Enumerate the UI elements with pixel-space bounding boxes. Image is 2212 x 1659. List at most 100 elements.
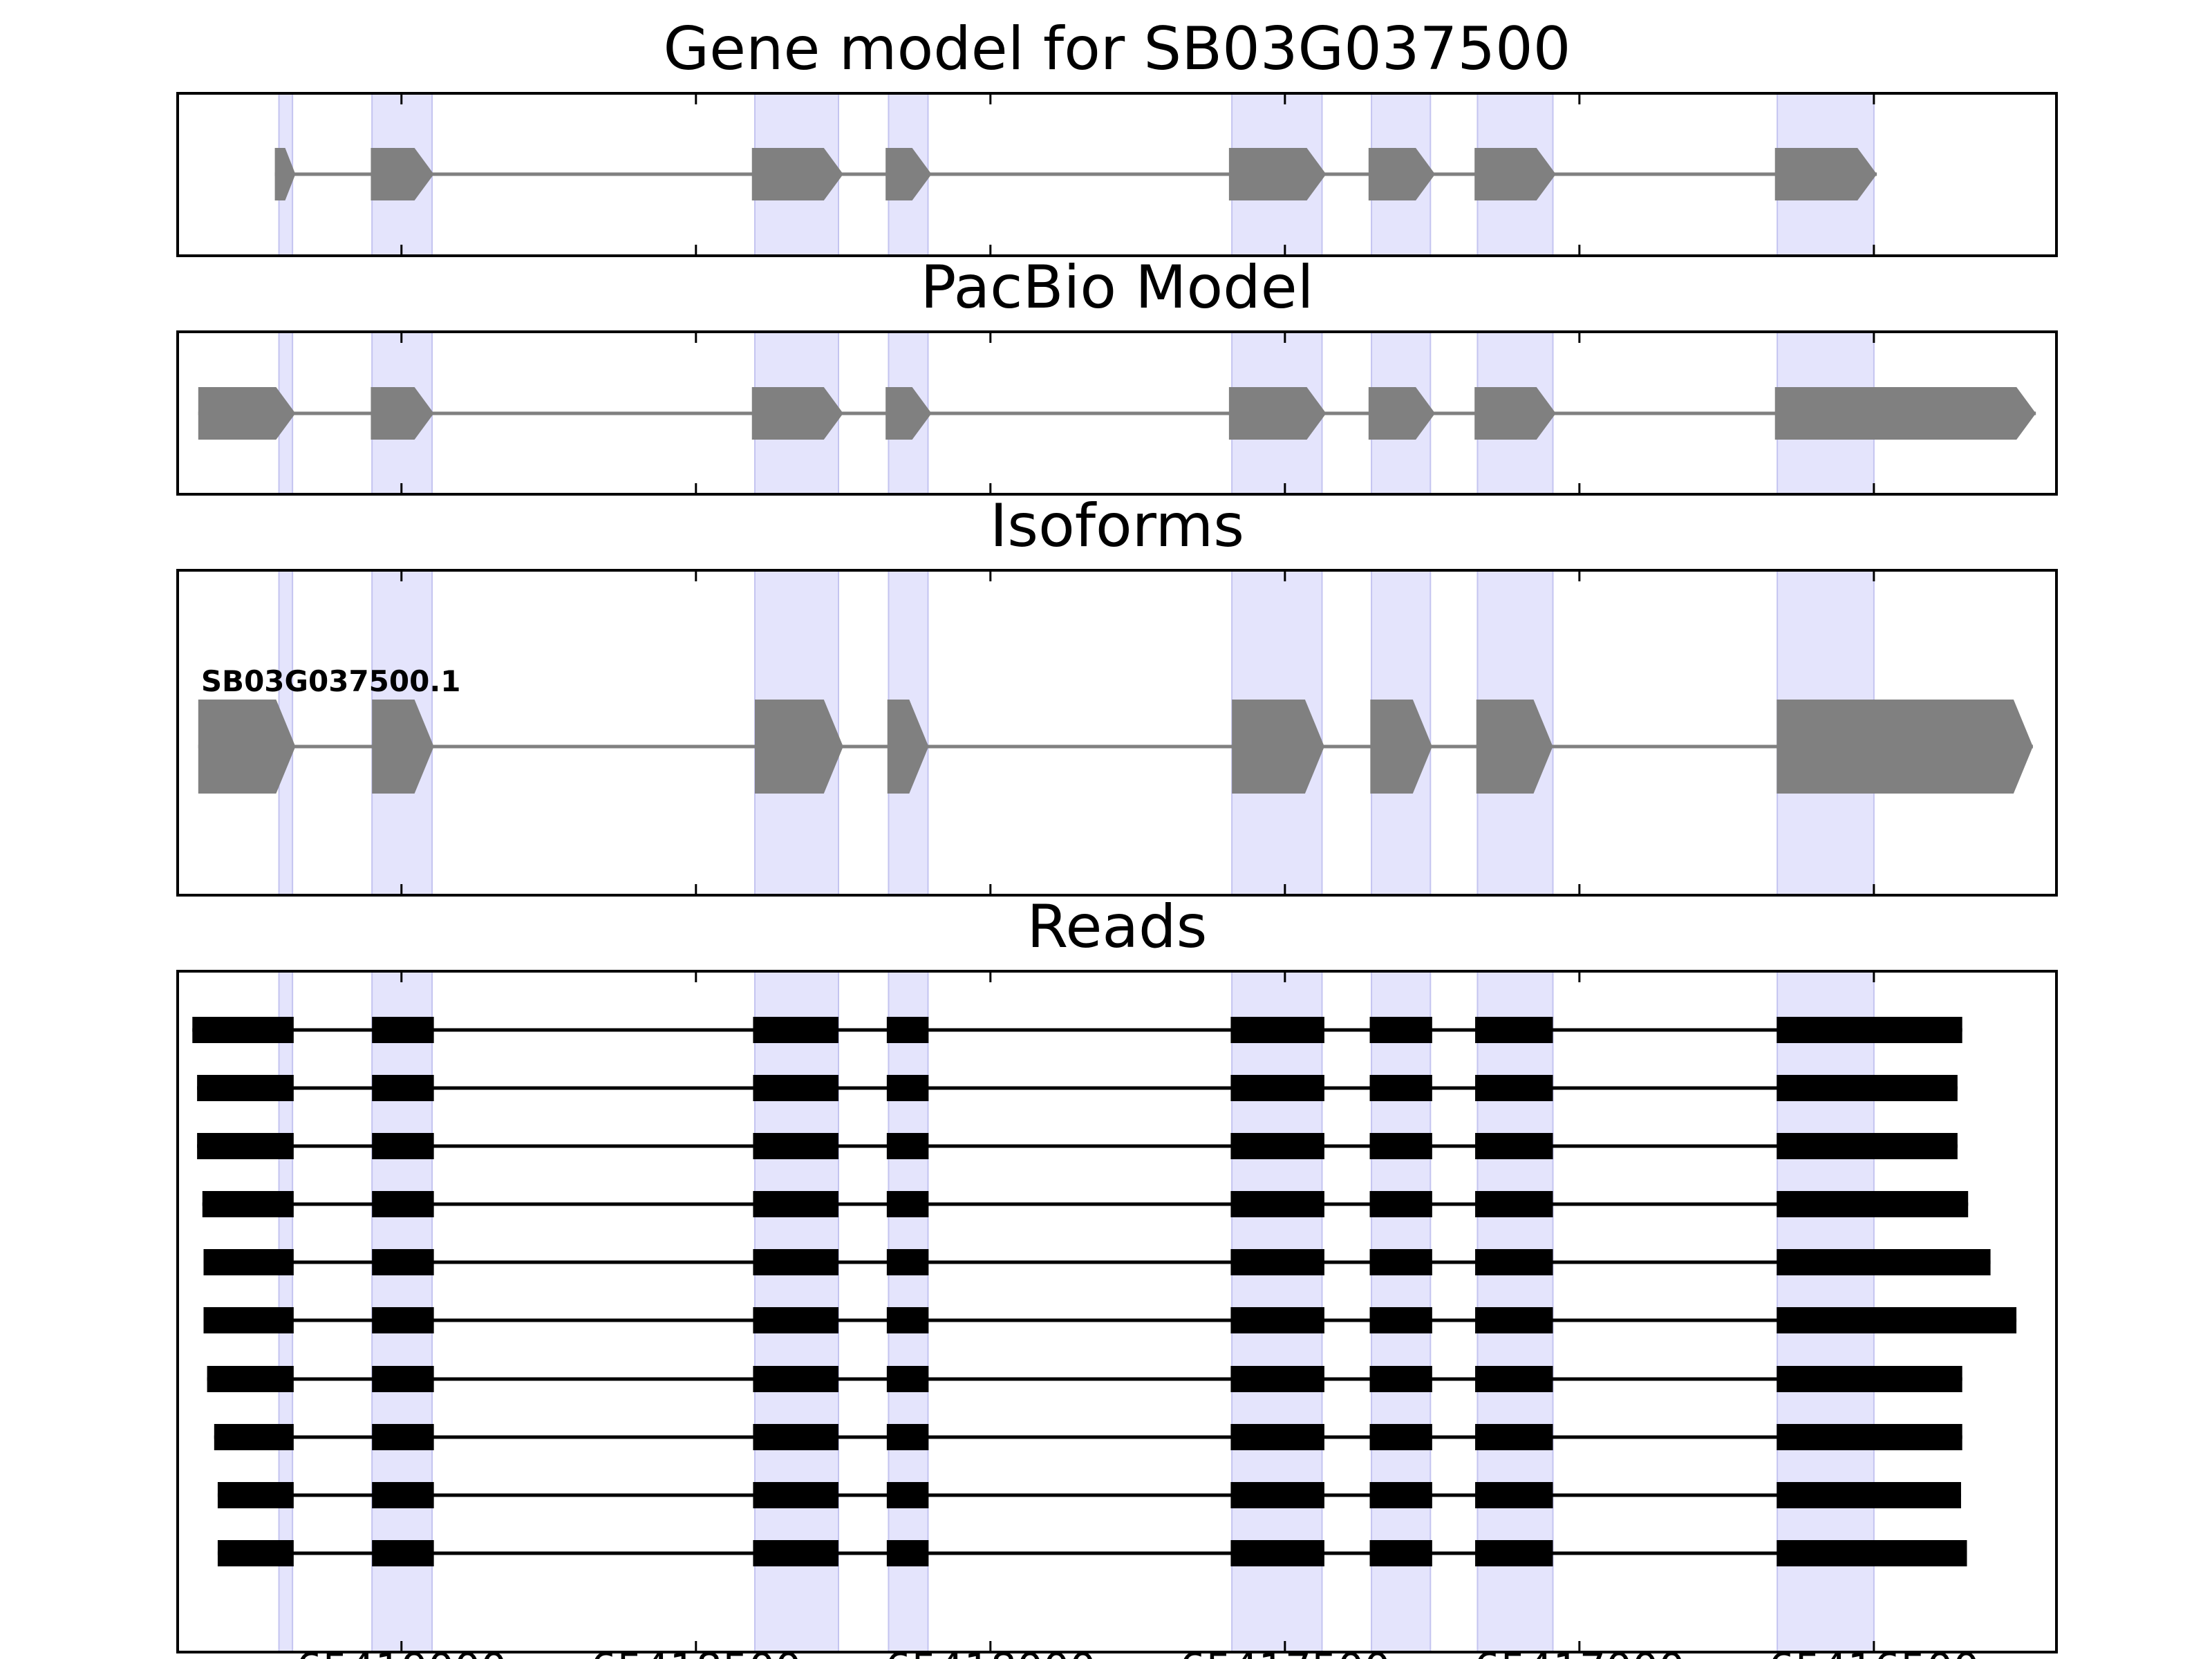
read-block [886,1249,929,1275]
exon [1774,387,2036,440]
exon [198,700,296,794]
read-block [1777,1424,1962,1450]
read-block [1475,1191,1553,1217]
exon [1777,700,2033,794]
read-block [1475,1017,1553,1043]
read-block [1230,1191,1324,1217]
read-block [1369,1307,1432,1333]
read-block [1230,1017,1324,1043]
exon [372,700,434,794]
read-block [753,1191,838,1217]
read-block [1777,1249,1991,1275]
exon [887,700,929,794]
exon [1232,700,1324,794]
read-block [1777,1017,1962,1043]
read-block [214,1424,294,1450]
read-block [753,1366,838,1392]
read-block [372,1424,434,1450]
read-block [1369,1249,1432,1275]
axes-frame [176,330,2058,496]
exon [1368,148,1436,200]
read-block [1230,1075,1324,1101]
read-block [1230,1133,1324,1159]
read-block [1369,1482,1432,1508]
panel-title: Isoforms [990,491,1244,561]
x-tick-label: 65417500 [1179,1644,1390,1659]
read-block [1475,1307,1553,1333]
read-block [203,1307,294,1333]
exon [371,148,434,200]
read-block [753,1482,838,1508]
read-block [1475,1249,1553,1275]
read-block [886,1540,929,1566]
read-block [372,1075,434,1101]
read-block [197,1075,294,1101]
read-block [1777,1133,1958,1159]
read-block [372,1191,434,1217]
read-block [203,1249,294,1275]
isoform-label: SB03G037500.1 [201,664,461,698]
read-block [1230,1366,1324,1392]
exon [371,387,434,440]
exon [198,387,296,440]
read-block [192,1017,294,1043]
panel-title: PacBio Model [920,253,1313,322]
read-block [886,1075,929,1101]
exon [274,148,296,200]
read-block [372,1307,434,1333]
read-block [1230,1249,1324,1275]
read-block [886,1133,929,1159]
read-block [217,1540,294,1566]
read-block [372,1366,434,1392]
read-block [753,1307,838,1333]
read-block [372,1540,434,1566]
read-block [1369,1191,1432,1217]
axes-frame [176,970,2058,1653]
exon [885,387,932,440]
panels-group: Gene model for SB03G037500 PacBio Model Is… [176,15,2058,1659]
read-block [1369,1133,1432,1159]
exon [1370,700,1432,794]
exon [754,700,843,794]
read-block [753,1017,838,1043]
read-block [197,1133,294,1159]
read-block [1369,1366,1432,1392]
read-block [1777,1540,1967,1566]
exon [1474,148,1556,200]
read-block [1369,1424,1432,1450]
read-block [1475,1366,1553,1392]
read-block [886,1307,929,1333]
read-block [372,1249,434,1275]
read-block [753,1075,838,1101]
exon [1774,148,1877,200]
x-tick-label: 65416500 [1768,1644,1979,1659]
exon [885,148,932,200]
read-block [372,1482,434,1508]
read-block [372,1133,434,1159]
read-block [1475,1482,1553,1508]
read-block [1475,1424,1553,1450]
exon [1228,387,1327,440]
read-block [1475,1133,1553,1159]
read-block [1777,1191,1969,1217]
read-block [886,1366,929,1392]
read-block [1230,1482,1324,1508]
panel-title: Gene model for SB03G037500 [664,15,1571,84]
read-block [1230,1307,1324,1333]
exon [751,387,843,440]
axes-frame [176,569,2058,897]
read-block [1475,1540,1553,1566]
panel-1: PacBio Model [176,253,2058,496]
axes-frame [176,92,2058,257]
read-block [886,1191,929,1217]
x-tick-label: 65419000 [296,1644,507,1659]
read-block [202,1191,294,1217]
read-block [1777,1366,1962,1392]
read-block [1777,1482,1961,1508]
exon [751,148,843,200]
x-tick-label: 65418000 [885,1644,1096,1659]
read-block [886,1424,929,1450]
read-block [372,1017,434,1043]
exon [1476,700,1553,794]
